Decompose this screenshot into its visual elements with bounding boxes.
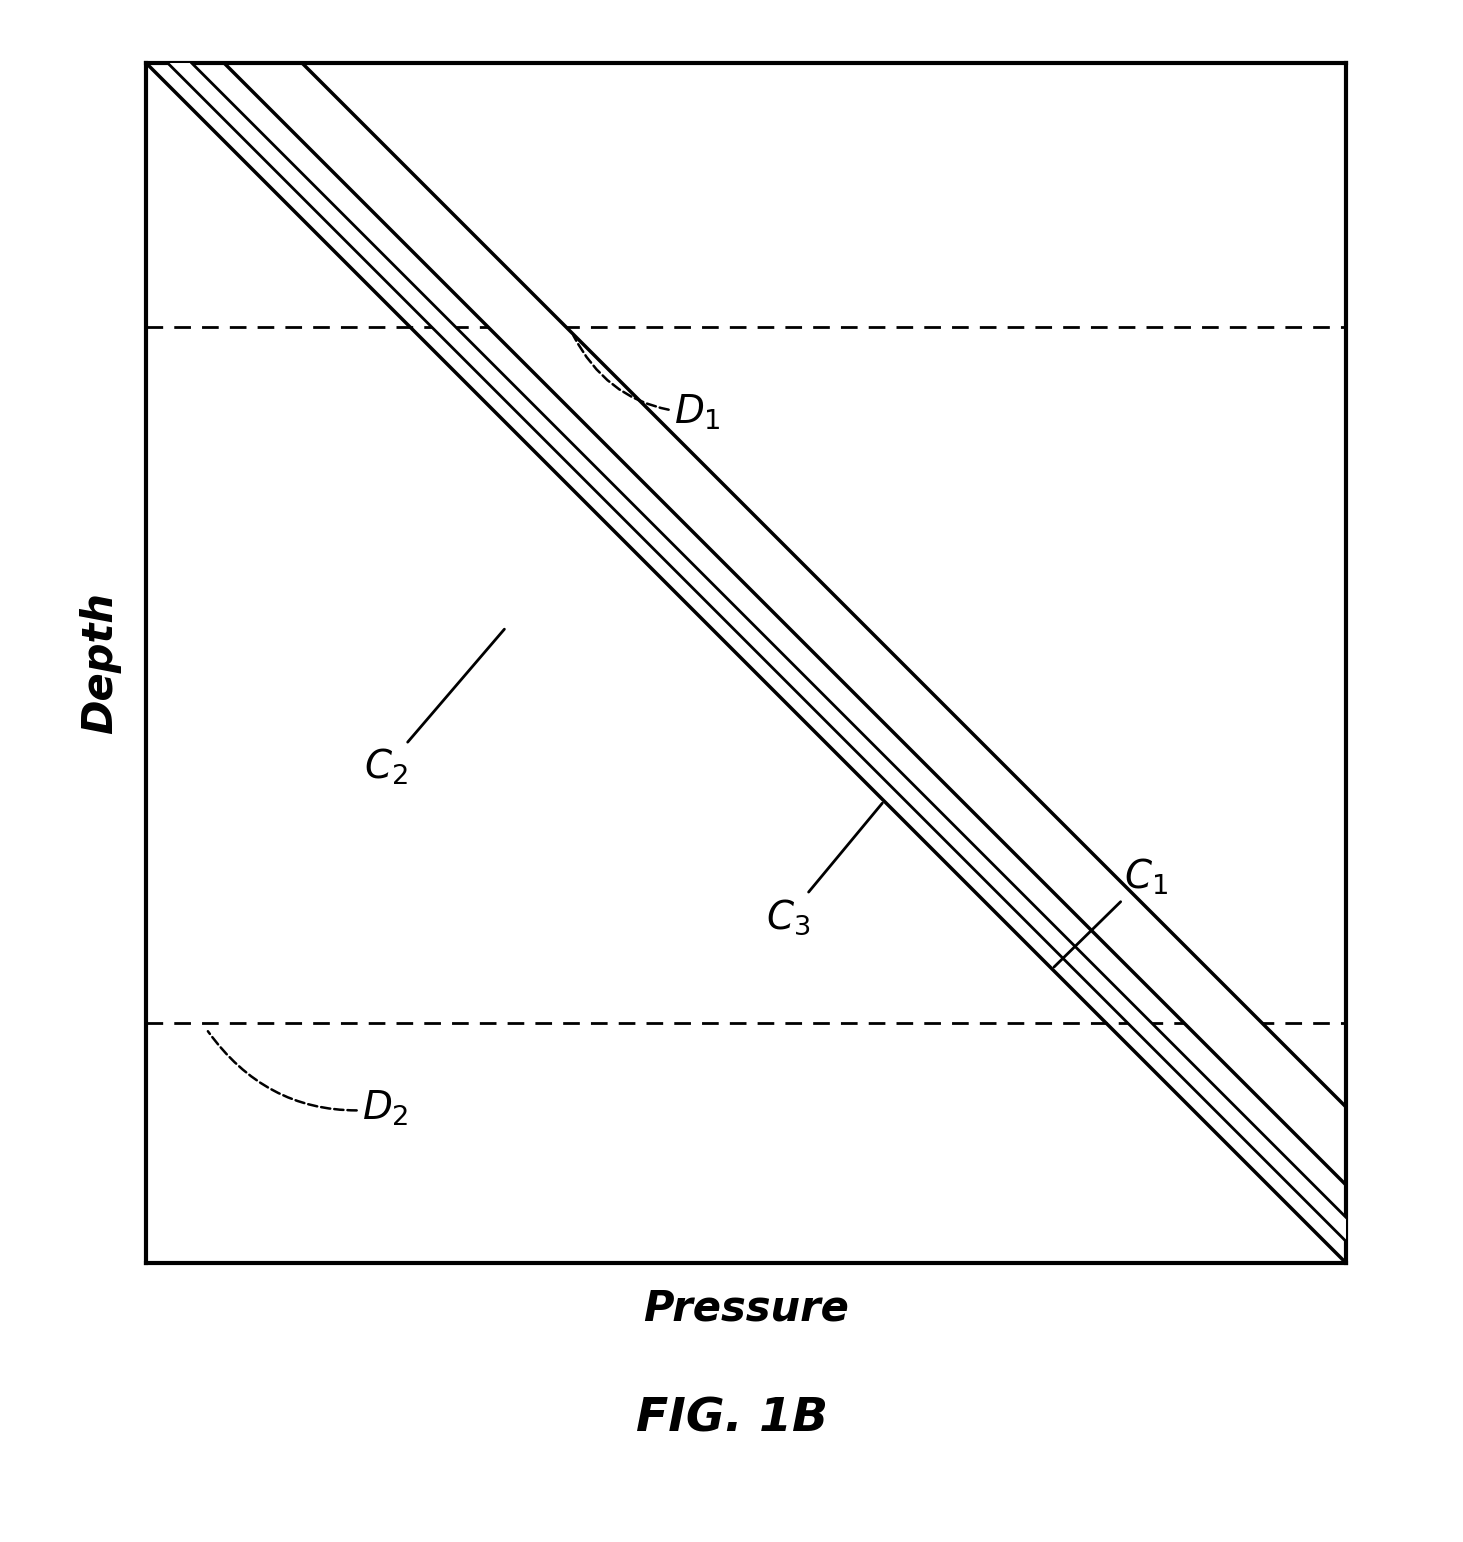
Text: FIG. 1B: FIG. 1B xyxy=(635,1396,828,1442)
Y-axis label: Depth: Depth xyxy=(79,592,121,734)
Text: $C_1$: $C_1$ xyxy=(1053,857,1167,967)
Text: $D_2$: $D_2$ xyxy=(208,1032,408,1129)
Text: $C_2$: $C_2$ xyxy=(364,629,505,788)
Text: $C_3$: $C_3$ xyxy=(767,803,882,936)
Polygon shape xyxy=(168,63,1346,1241)
Polygon shape xyxy=(224,63,1346,1184)
Text: $D_1$: $D_1$ xyxy=(573,336,721,432)
X-axis label: Pressure: Pressure xyxy=(644,1288,849,1329)
